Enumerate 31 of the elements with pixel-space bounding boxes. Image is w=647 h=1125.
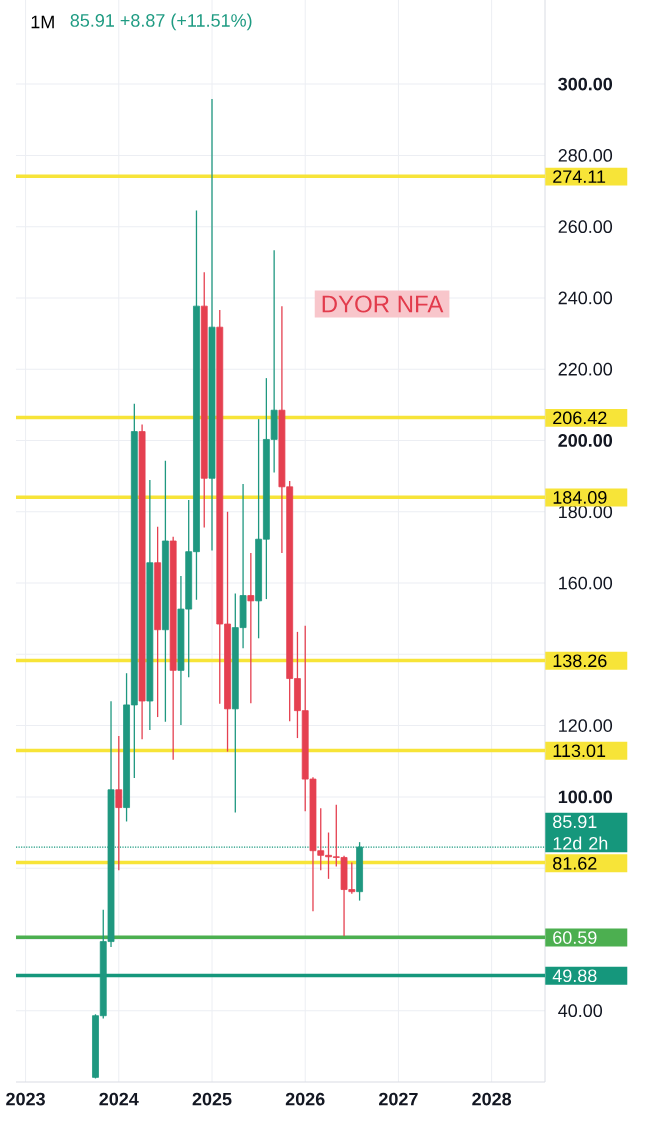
y-tick-label: 200.00 bbox=[558, 434, 613, 447]
y-tick-label: 280.00 bbox=[558, 149, 613, 162]
candlestick bbox=[115, 735, 123, 871]
ref-line-label: 184.09 bbox=[553, 491, 607, 504]
x-tick-label: 2028 bbox=[472, 1092, 512, 1106]
y-tick-label: 120.00 bbox=[559, 719, 613, 732]
x-tick-label: 2027 bbox=[379, 1092, 418, 1106]
ref-line-label: 274.11 bbox=[553, 170, 606, 183]
y-tick-label: 300.00 bbox=[558, 77, 613, 91]
ref-line-label: 138.26 bbox=[553, 654, 607, 668]
ref-line-label: 85.91 12d 2h bbox=[553, 815, 608, 850]
annotation: DYOR NFA bbox=[322, 295, 444, 313]
x-tick-label: 2025 bbox=[192, 1092, 232, 1106]
y-tick-label: 260.00 bbox=[558, 220, 613, 234]
x-tick-label: 2026 bbox=[285, 1092, 325, 1106]
candlestick bbox=[247, 552, 255, 704]
y-tick-label: 160.00 bbox=[559, 576, 613, 590]
text: 85.91 +8.87 (+11.51%) bbox=[70, 13, 252, 31]
x-tick-label: 2024 bbox=[99, 1092, 139, 1106]
ref-line-label: 206.42 bbox=[553, 411, 607, 425]
y-tick-label: 40.00 bbox=[558, 1004, 603, 1018]
x-tick-label: 2023 bbox=[6, 1092, 45, 1106]
ref-line-label: 49.88 bbox=[552, 969, 597, 983]
y-tick-label: 220.00 bbox=[558, 362, 613, 376]
ref-line-label: 81.62 bbox=[553, 856, 597, 870]
y-tick-label: 180.00 bbox=[559, 505, 613, 519]
ref-line-label: 113.01 bbox=[553, 744, 606, 758]
y-tick-label: 240.00 bbox=[558, 291, 613, 305]
ref-line-label: 60.59 bbox=[553, 931, 597, 944]
y-tick-label: 100.00 bbox=[558, 790, 613, 804]
text: 1M bbox=[31, 15, 54, 29]
